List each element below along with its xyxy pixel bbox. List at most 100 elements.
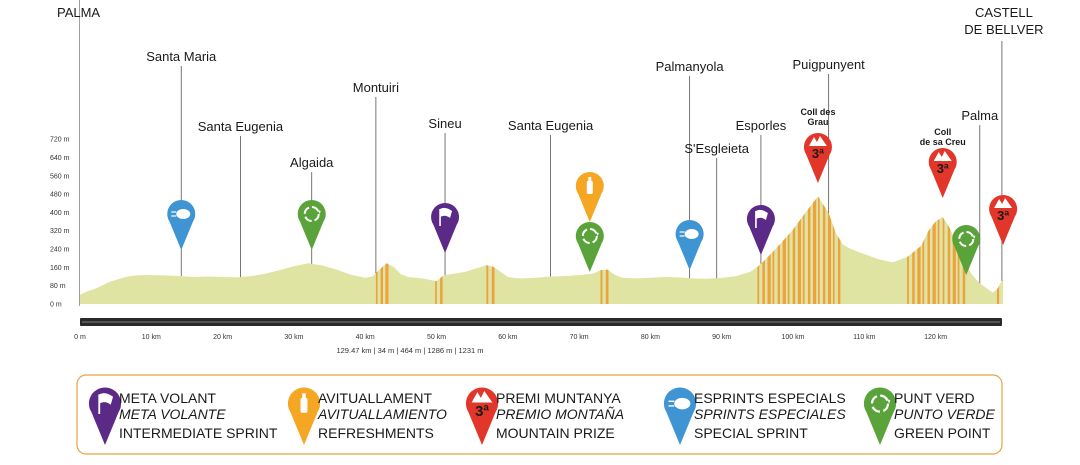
y-tick-label: 0 m [50, 302, 62, 309]
stage-stats: 129.47 km | 34 m | 464 m | 1286 m | 1231… [336, 346, 483, 355]
pin-glyph [958, 231, 976, 247]
intermediate-sprint-marker [431, 202, 460, 253]
pin-glyph [679, 229, 699, 239]
refreshments-marker [575, 171, 604, 222]
steep-stripe [947, 196, 951, 304]
recycle-arrow [972, 235, 976, 239]
steep-stripe [380, 196, 383, 304]
place-label: Sineu [428, 116, 461, 131]
place-label: Algaida [290, 155, 334, 170]
steep-stripe [792, 196, 796, 304]
pin-glyph [439, 207, 453, 226]
steep-stripe [777, 196, 781, 304]
steep-stripe [802, 196, 805, 304]
legend-label-es: AVITUALLAMIENTO [317, 406, 447, 422]
green-point-marker [297, 199, 326, 250]
place-label: Santa Maria [146, 49, 217, 64]
pin-glyph [581, 228, 599, 244]
y-axis: 0 m 80 m 160 m 240 m 320 m 400 m 480 m 560 m 640… [50, 0, 80, 309]
special-sprint-marker [675, 219, 704, 270]
x-tick-label: 50 km [427, 334, 446, 341]
flag-icon [99, 393, 114, 405]
pin-glyph [870, 394, 891, 413]
legend-pin [663, 387, 697, 445]
legend-label-en: INTERMEDIATE SPRINT [119, 425, 278, 441]
climb-category-label: 3ª [937, 161, 949, 176]
elevation-profile [80, 196, 1004, 304]
flag-icon [440, 207, 453, 218]
place-label: Palma [961, 108, 999, 123]
legend-pin [88, 387, 122, 445]
special-sprint-marker [167, 199, 196, 250]
steep-stripe [942, 196, 945, 304]
climb-category-label: 3ª [812, 146, 824, 161]
pin-shape [287, 387, 321, 445]
x-tick-label: 100 km [782, 334, 805, 341]
steep-stripe [917, 196, 921, 304]
mountain-prize-marker: 3ª [803, 132, 832, 183]
pin-glyph [171, 209, 191, 219]
legend-label-ca: ESPRINTS ESPECIALS [694, 390, 846, 406]
steep-stripe [812, 196, 817, 304]
legend-label-es: META VOLANTE [119, 406, 226, 422]
pin-glyph: 3ª [808, 136, 827, 161]
steep-stripe [907, 196, 909, 304]
y-tick-label: 80 m [50, 283, 66, 290]
legend-label-ca: PUNT VERD [894, 390, 975, 406]
climb-category-label: 3ª [997, 208, 1009, 223]
y-tick-label: 480 m [50, 192, 70, 199]
mountain-icon [933, 151, 952, 161]
pin-glyph: 3ª [933, 151, 952, 176]
legend-label-en: GREEN POINT [894, 425, 991, 441]
profile-area [80, 196, 1004, 304]
legend-pin [287, 387, 321, 445]
steep-stripe [797, 196, 802, 304]
steep-stripe [385, 196, 389, 304]
legend-label-ca: META VOLANT [119, 390, 216, 406]
steep-stripe [772, 196, 775, 304]
recycle-arrow [886, 399, 891, 404]
pin-shape [675, 219, 704, 270]
place-label: Esporles [736, 118, 787, 133]
recycle-icon [958, 231, 975, 247]
steep-stripe [807, 196, 811, 304]
mountain-icon [808, 136, 827, 146]
x-tick-label: 60 km [498, 334, 517, 341]
steep-stripe [952, 196, 956, 304]
pin-glyph [668, 397, 691, 410]
x-tick-label: 20 km [213, 334, 232, 341]
climb-label: Grau [807, 117, 828, 127]
y-tick-label: 320 m [50, 228, 70, 235]
special-sprint-icon [684, 229, 699, 239]
markers: 3ª 3ª 3ª [167, 132, 1018, 275]
recycle-icon [303, 206, 320, 222]
special-sprint-icon [674, 397, 691, 410]
legend-label-en: MOUNTAIN PRIZE [496, 425, 615, 441]
y-tick-label: 240 m [50, 247, 70, 254]
place-label: Puigpunyent [793, 57, 866, 72]
flag-icon [755, 209, 768, 220]
pin-glyph: 3ª [994, 198, 1013, 223]
x-tick-label: 40 km [356, 334, 375, 341]
bottle-neck [588, 177, 592, 182]
pin-shape [297, 199, 326, 250]
steep-stripe [827, 196, 832, 304]
x-tick-label: 10 km [142, 334, 161, 341]
legend-label-ca: AVITUALLAMENT [318, 390, 433, 406]
pin-shape [575, 221, 604, 272]
steep-stripe [837, 196, 841, 304]
legend-label-en: REFRESHMENTS [318, 425, 434, 441]
mountain-icon [994, 198, 1013, 208]
bottle-neck [302, 393, 306, 400]
legend-label-es: SPRINTS ESPECIALES [694, 406, 846, 422]
climb-label: Coll [934, 127, 951, 137]
recycle-icon [870, 394, 890, 413]
pin-shape [88, 387, 122, 445]
x-tick-label: 90 km [712, 334, 731, 341]
bottle-icon [586, 181, 593, 194]
intermediate-sprint-marker [746, 204, 775, 255]
